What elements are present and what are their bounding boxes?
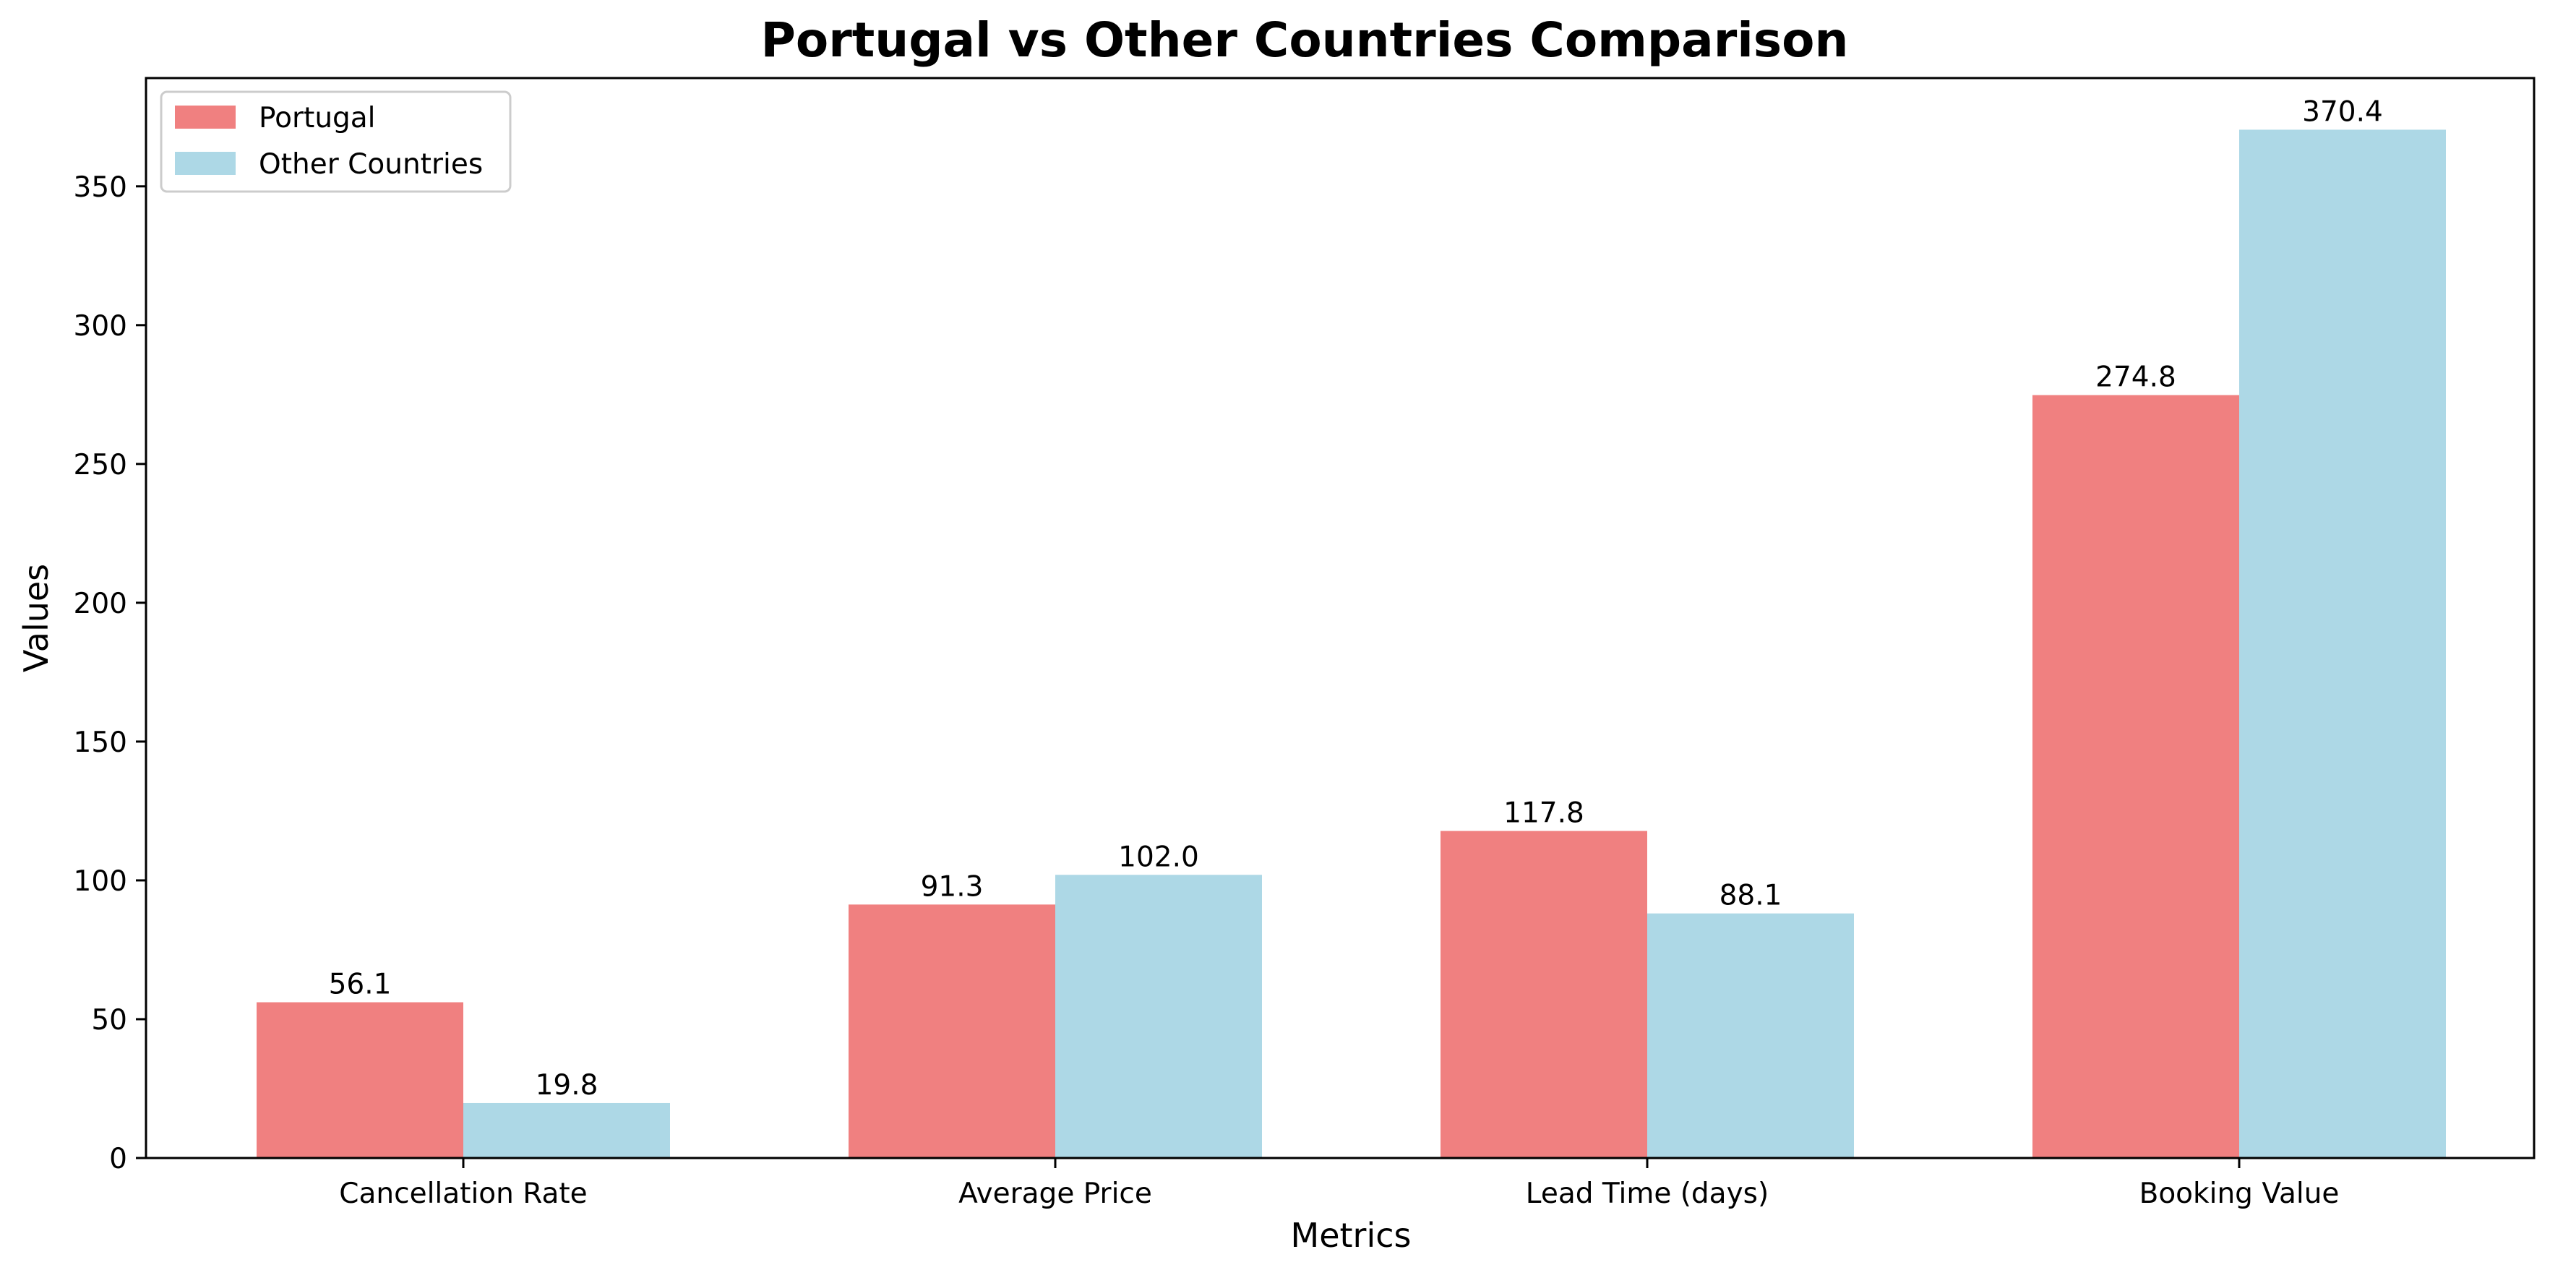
x-tick-label: Average Price xyxy=(958,1178,1152,1210)
legend-swatch-other-countries xyxy=(175,152,236,175)
chart-title: Portugal vs Other Countries Comparison xyxy=(760,12,1848,68)
legend-label-portugal: Portugal xyxy=(259,102,376,134)
y-tick-label: 150 xyxy=(74,726,127,759)
y-tick-label: 100 xyxy=(74,865,127,898)
bar-portugal-1 xyxy=(257,1002,463,1158)
y-tick-label: 300 xyxy=(74,310,127,343)
bar-other-countries-3 xyxy=(1647,913,1854,1158)
x-axis-label: Metrics xyxy=(1291,1216,1412,1255)
data-labels-layer: 56.1 91.3 117.8 274.8 19.8 102.0 88.1 370.4 xyxy=(329,95,2383,1102)
bar-portugal-2 xyxy=(849,904,1055,1158)
x-tick-label: Cancellation Rate xyxy=(339,1178,587,1210)
x-tick-label: Booking Value xyxy=(2139,1178,2340,1210)
bar-other-countries-4 xyxy=(2239,129,2446,1159)
bars-layer xyxy=(257,129,2446,1159)
y-axis-label: Values xyxy=(17,564,56,672)
y-tick-label: 250 xyxy=(74,449,127,481)
y-tick-label: 0 xyxy=(109,1143,127,1175)
legend-box xyxy=(160,90,512,193)
bar-other-countries-2 xyxy=(1055,875,1262,1158)
legend: Portugal Other Countries xyxy=(160,90,512,193)
data-label-other-countries-1: 19.8 xyxy=(536,1069,598,1102)
data-label-other-countries-4: 370.4 xyxy=(2302,95,2383,128)
legend-label-other-countries: Other Countries xyxy=(259,148,483,181)
data-label-other-countries-3: 88.1 xyxy=(1720,880,1782,912)
data-label-portugal-4: 274.8 xyxy=(2095,361,2176,394)
x-tick-label: Lead Time (days) xyxy=(1526,1178,1769,1210)
data-label-portugal-1: 56.1 xyxy=(329,969,392,1001)
legend-swatch-portugal xyxy=(175,106,236,129)
x-axis: Cancellation Rate Average Price Lead Time … xyxy=(339,1158,2339,1210)
data-label-portugal-3: 117.8 xyxy=(1503,797,1584,830)
data-label-other-countries-2: 102.0 xyxy=(1118,841,1199,873)
y-tick-label: 350 xyxy=(74,171,127,204)
y-tick-label: 200 xyxy=(74,588,127,620)
bar-portugal-4 xyxy=(2032,395,2239,1159)
plot-frame xyxy=(145,77,2536,1159)
bar-other-countries-1 xyxy=(463,1102,670,1158)
y-tick-label: 50 xyxy=(91,1004,127,1037)
y-axis: 0 50 100 150 200 250 300 350 xyxy=(74,171,146,1175)
data-label-portugal-2: 91.3 xyxy=(921,870,984,903)
bar-portugal-3 xyxy=(1441,831,1647,1158)
